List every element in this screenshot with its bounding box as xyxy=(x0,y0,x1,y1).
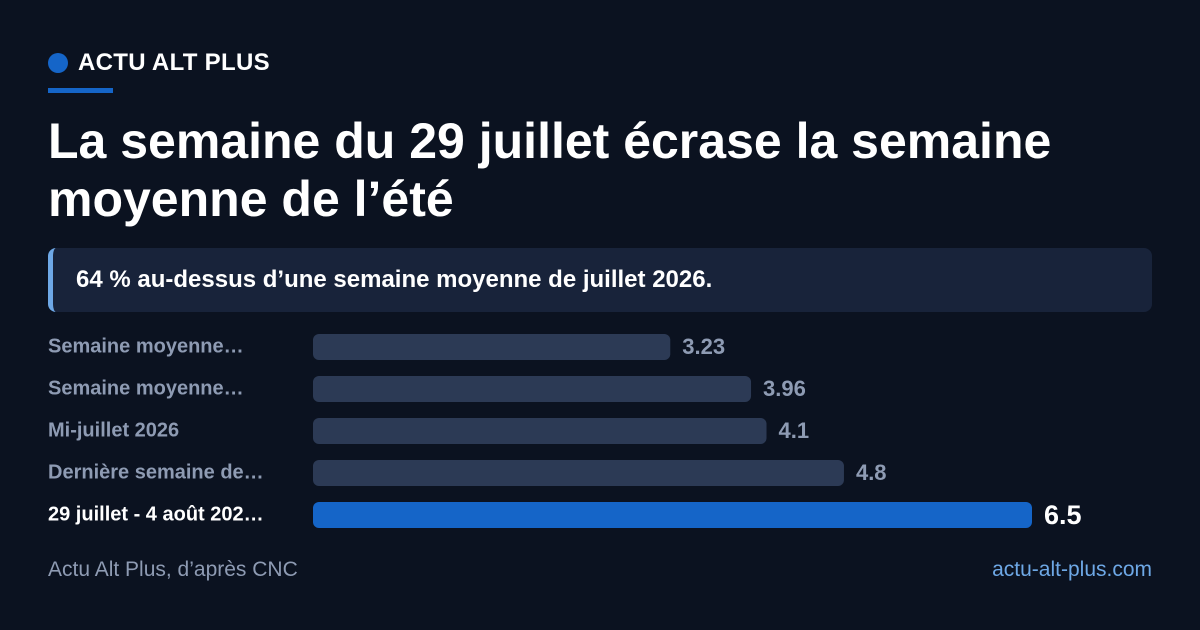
callout-text: 64 % au-dessus d’une semaine moyenne de … xyxy=(76,266,713,293)
brand-name: ACTU ALT PLUS xyxy=(78,49,270,76)
value-label: 6.5 xyxy=(1044,500,1082,530)
brand: ACTU ALT PLUS xyxy=(48,48,270,78)
bar xyxy=(313,334,671,360)
brand-dot-icon xyxy=(48,53,68,73)
bar xyxy=(313,376,752,402)
category-label: Dernière semaine de… xyxy=(48,461,264,483)
category-label: 29 juillet - 4 août 202… xyxy=(48,503,264,525)
value-label: 4.8 xyxy=(856,460,887,485)
bar xyxy=(313,460,844,486)
category-label: Semaine moyenne… xyxy=(48,377,244,399)
footer-url[interactable]: actu-alt-plus.com xyxy=(992,558,1152,581)
value-label: 3.23 xyxy=(682,334,725,359)
bar xyxy=(313,418,767,444)
bar-chart: Semaine moyenne… 3.23 Semaine moyenne… 3.96… xyxy=(48,334,1082,530)
callout-box: 64 % au-dessus d’une semaine moyenne de … xyxy=(48,248,1152,312)
category-label: Semaine moyenne… xyxy=(48,335,244,357)
bar xyxy=(313,502,1032,528)
category-label: Mi-juillet 2026 xyxy=(48,419,179,441)
headline: La semaine du 29 juillet écrase la semai… xyxy=(48,113,1052,227)
footer-source: Actu Alt Plus, d’après CNC xyxy=(48,558,298,581)
value-label: 3.96 xyxy=(763,376,806,401)
brand-underline xyxy=(48,88,113,93)
value-label: 4.1 xyxy=(779,418,810,443)
